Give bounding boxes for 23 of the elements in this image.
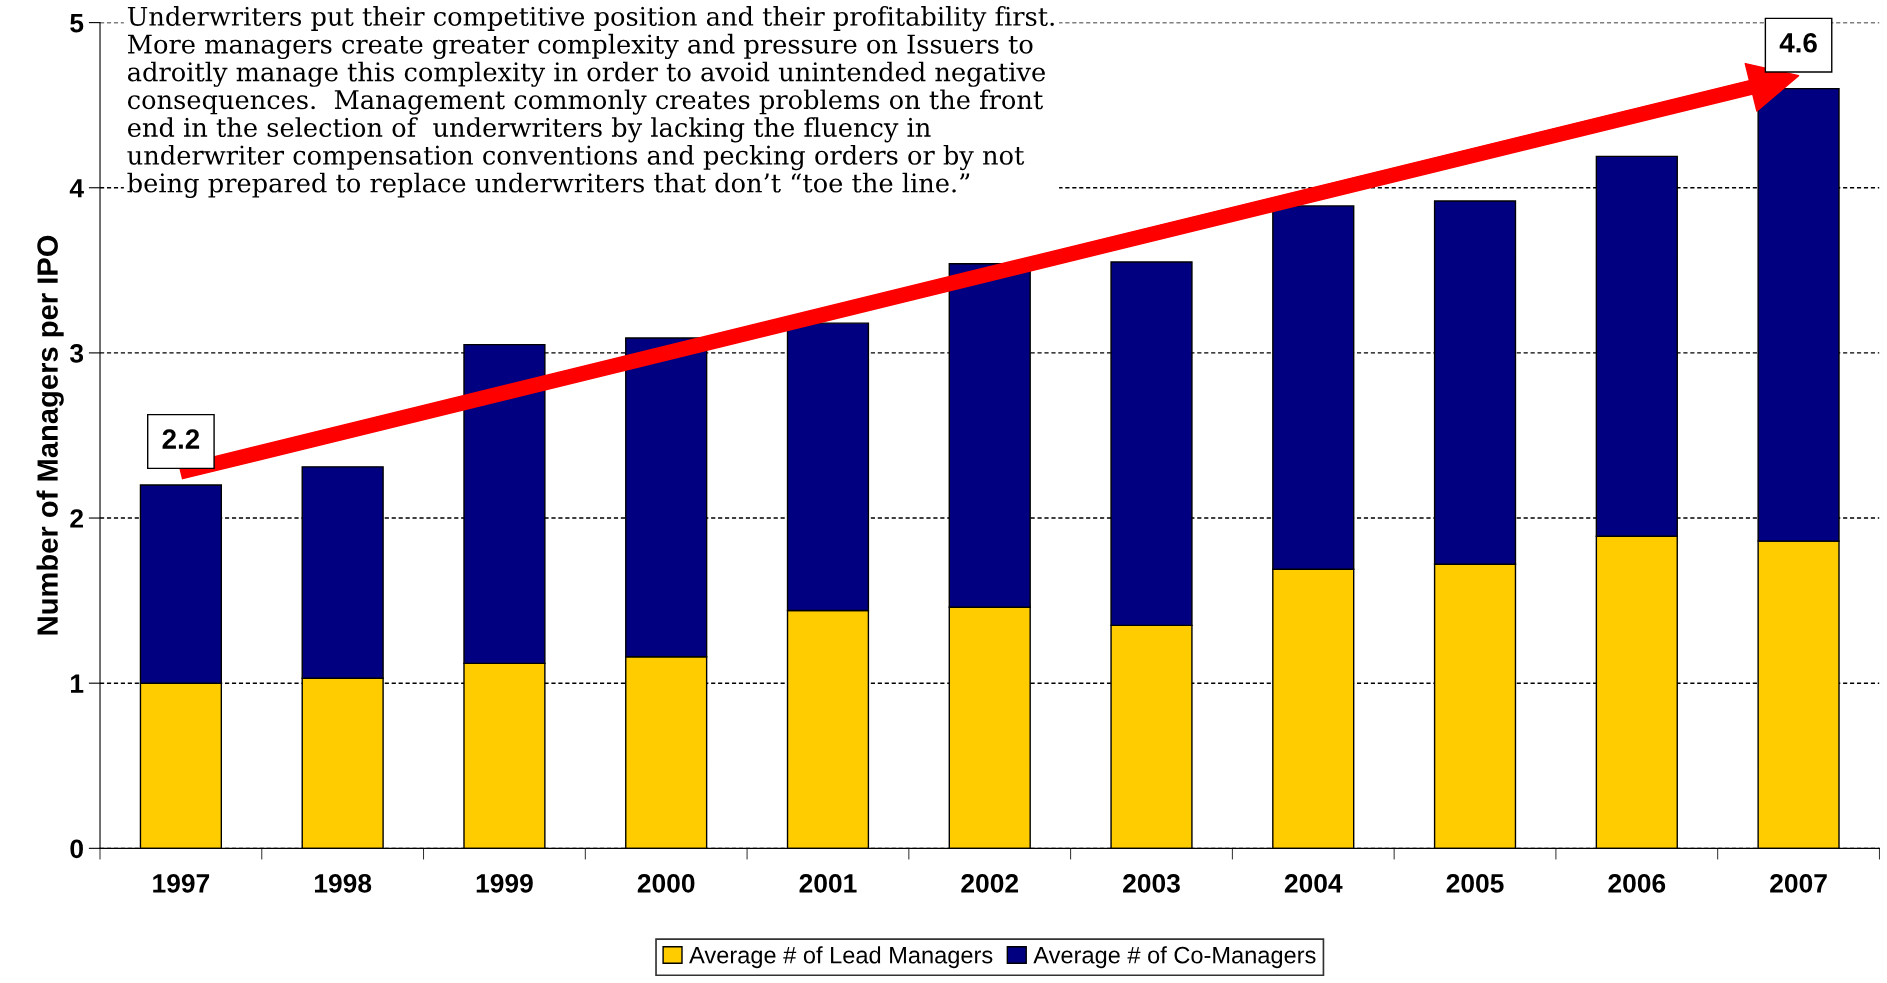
y-tick-label: 2 [70,509,83,528]
x-tick-label: 2007 [1770,874,1827,893]
y-tick-label: 5 [70,14,84,33]
annotation: 4.6 [1779,32,1817,53]
y-axis-title: Number of Managers per IPO [36,235,64,635]
x-tick-label: 1999 [476,874,533,893]
x-tick-label: 1997 [153,874,210,893]
x-tick-label: 2001 [799,874,857,893]
legend-label: Average # of Lead Managers [689,946,993,969]
annotation: 2.2 [162,429,200,449]
y-tick-label: 0 [70,839,83,859]
x-tick-label: 2003 [1123,874,1180,893]
y-tick-label: 4 [69,179,84,198]
y-tick-label: 1 [71,674,84,693]
x-tick-label: 2006 [1608,874,1666,893]
x-tick-label: 1998 [314,874,372,893]
legend-label: Average # of Co-Managers [1033,946,1316,969]
x-tick-label: 2002 [961,874,1019,893]
x-tick-label: 2004 [1284,874,1343,893]
annotation: Underwriters put their competitive position and their profitability first. More managers create greater complexity and pressure on Issuers to adroitly manage this complexity in order to avoid unintended negative consequences. Management commonly creates problems on the front end in the selection of underwriters by lacking the fluency in underwriter compensation conventions and pecking orders or by not being prepared to replace underwriters that don’t “toe the line.” [127,6,1054,198]
y-tick-label: 3 [69,344,84,363]
x-tick-label: 2000 [637,874,695,893]
x-tick-label: 2005 [1446,874,1504,893]
